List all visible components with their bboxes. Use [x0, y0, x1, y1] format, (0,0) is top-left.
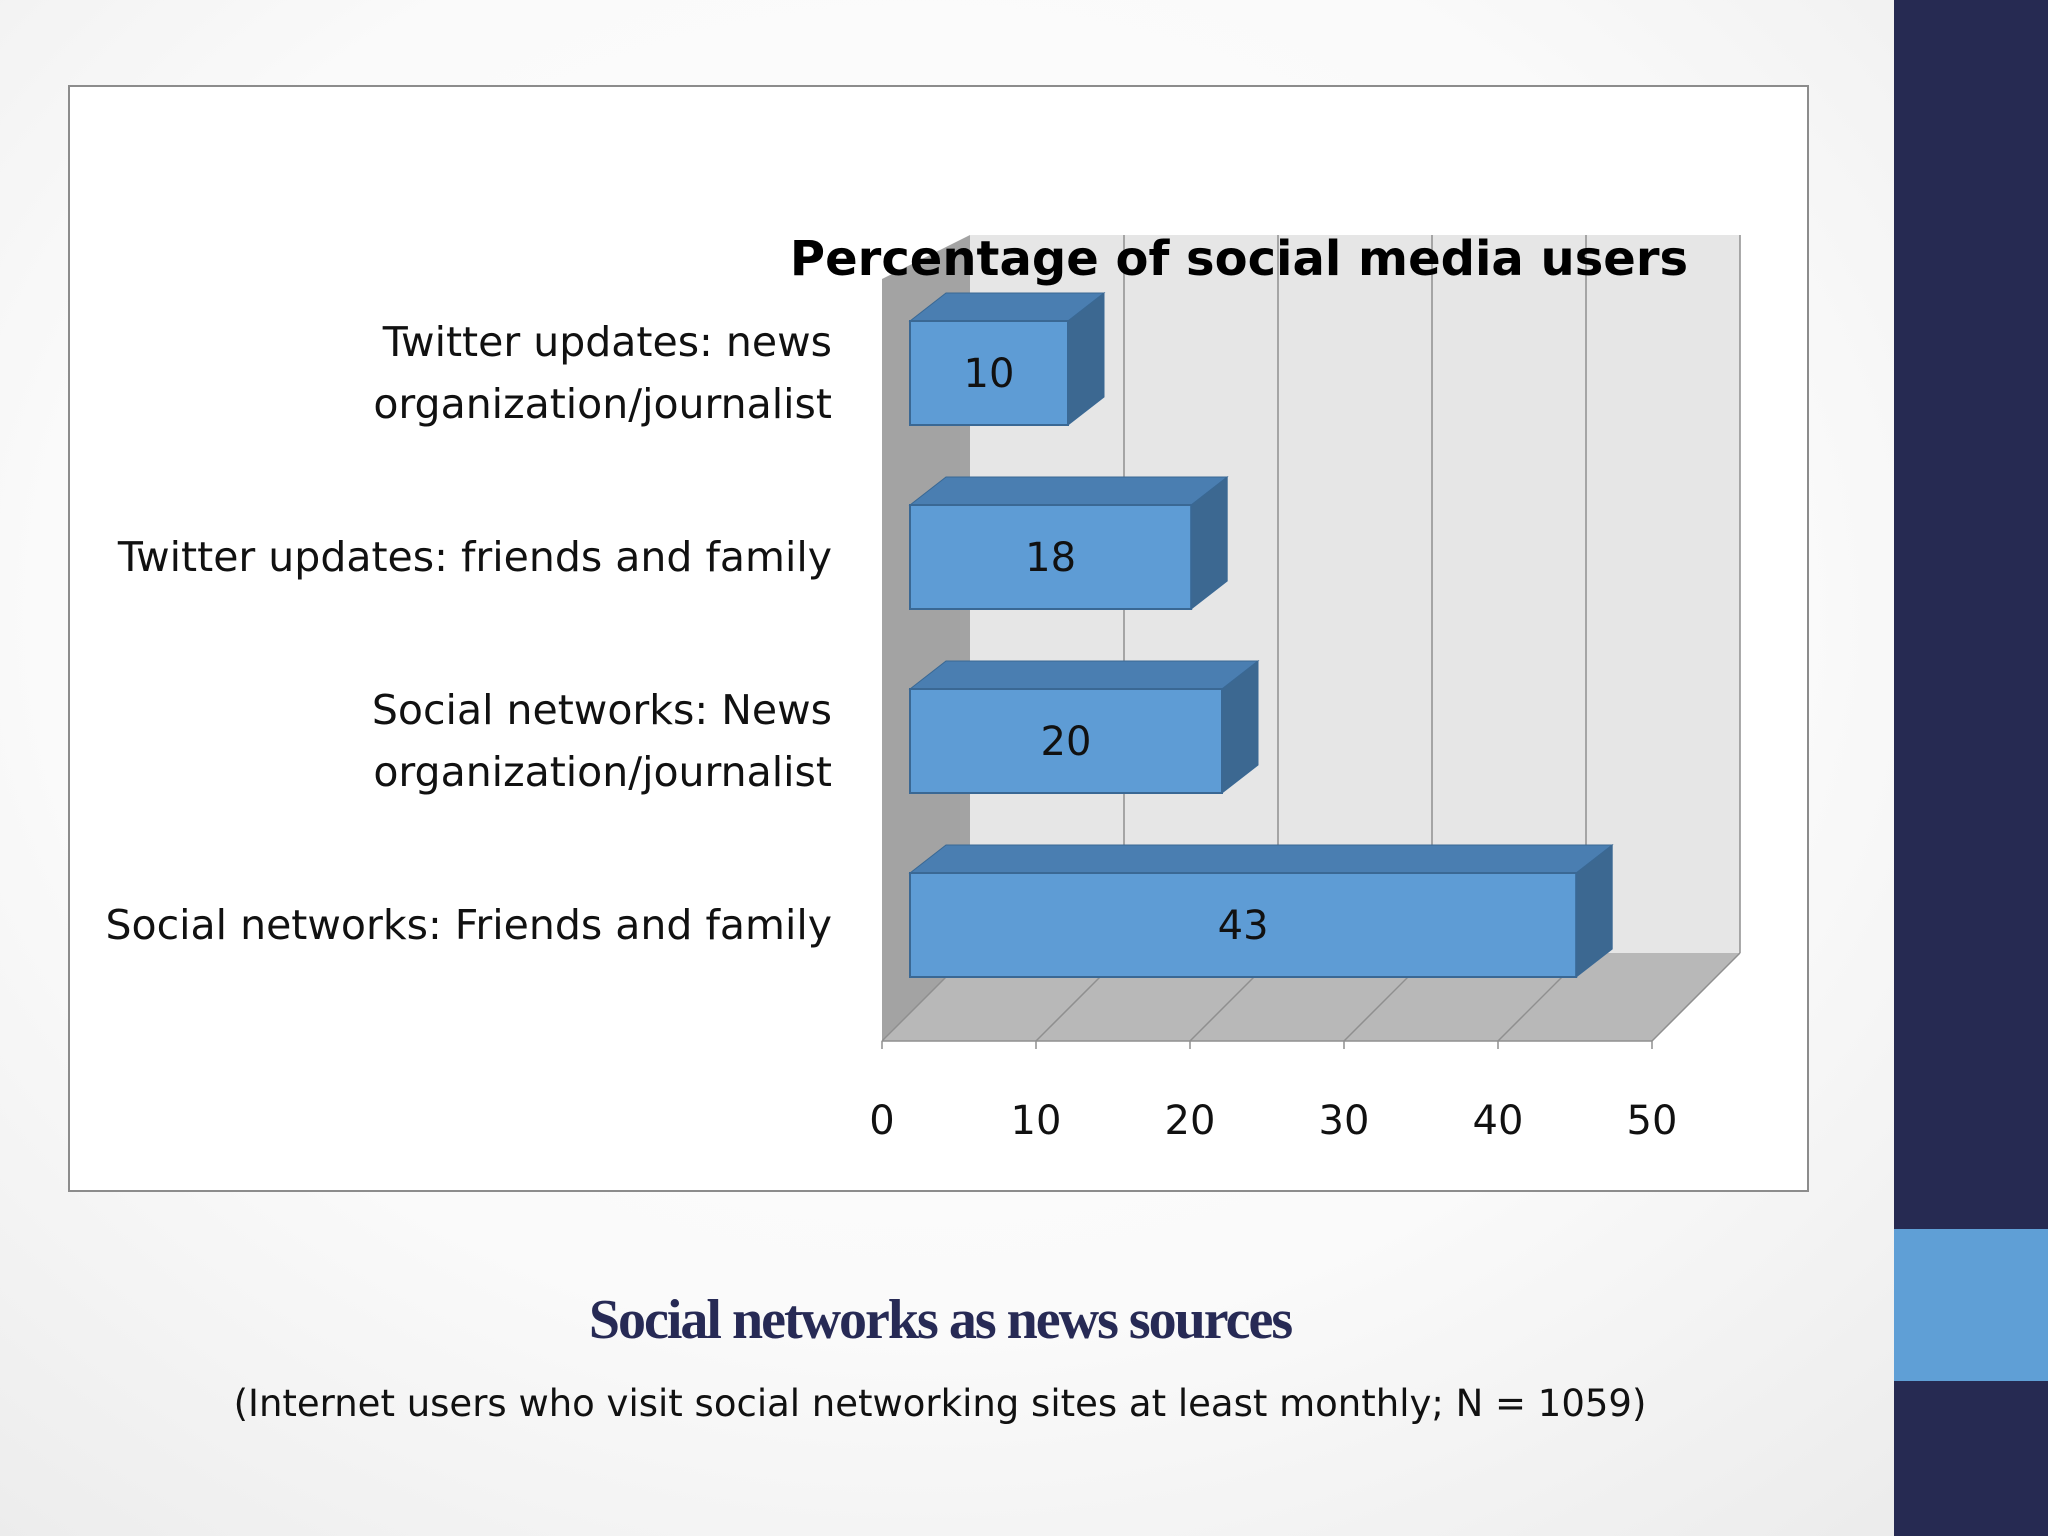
- x-tick-label: 30: [1319, 1098, 1370, 1144]
- bar-chart: 10 18 20 43 Twitter updates: news organizati…: [106, 231, 1741, 1144]
- bar: [908, 843, 1614, 979]
- bar-top: [908, 476, 1229, 506]
- x-tick-label: 40: [1473, 1098, 1524, 1144]
- bar-top: [908, 660, 1260, 690]
- bar: [908, 475, 1229, 611]
- bar-front: [909, 688, 1223, 794]
- bar-top: [908, 844, 1614, 874]
- category-label: Social networks: News: [372, 686, 832, 734]
- caption-title: Social networks as news sources: [588, 1289, 1293, 1351]
- chart-side-wall: [882, 235, 970, 1041]
- chart-bars: [908, 291, 1614, 979]
- category-label: Twitter updates: friends and family: [117, 533, 832, 581]
- bar: [908, 291, 1106, 427]
- chart-title: Percentage of social media users: [790, 231, 1688, 287]
- floor-gridline: [1651, 952, 1741, 1042]
- category-label: organization/journalist: [373, 380, 832, 428]
- x-tick-label: 50: [1627, 1098, 1678, 1144]
- bar-data-label: 18: [1025, 535, 1076, 581]
- chart-frame: 10 18 20 43 Twitter updates: news organizati…: [68, 85, 1809, 1192]
- x-tick-label: 0: [869, 1098, 894, 1144]
- side-accent-block: [1894, 1229, 2048, 1381]
- bar-front: [909, 320, 1069, 426]
- x-tick-label: 10: [1011, 1098, 1062, 1144]
- chart-gridlines: [881, 235, 1741, 1049]
- bar-data-label: 43: [1218, 903, 1269, 949]
- bar-data-label: 20: [1041, 719, 1092, 765]
- x-tick-label: 20: [1165, 1098, 1216, 1144]
- chart-category-labels: Twitter updates: news organization/journa…: [106, 318, 833, 949]
- chart-data-labels: 10 18 20 43: [964, 351, 1269, 949]
- caption-subtitle: (Internet users who visit social network…: [233, 1382, 1647, 1425]
- bar-front: [909, 504, 1193, 610]
- bar: [908, 659, 1260, 795]
- category-label: Social networks: Friends and family: [106, 901, 833, 949]
- category-label: organization/journalist: [373, 748, 832, 796]
- chart-x-tick-labels: 0 10 20 30 40 50: [869, 1098, 1677, 1144]
- bar-data-label: 10: [964, 351, 1015, 397]
- bar-front: [909, 872, 1578, 978]
- category-label: Twitter updates: news: [382, 318, 832, 366]
